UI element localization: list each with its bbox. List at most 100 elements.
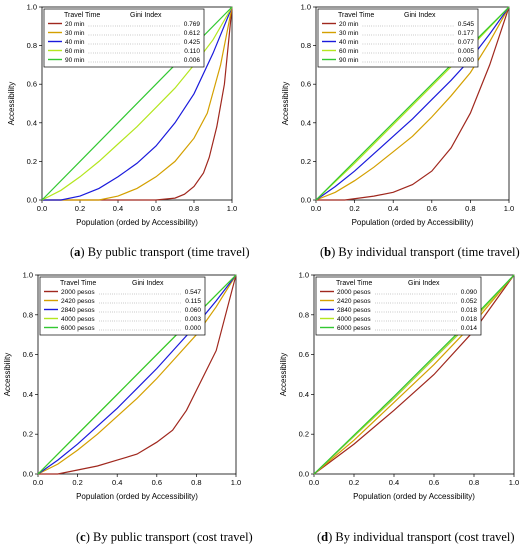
- legend-gini-value: 0.612: [184, 30, 201, 37]
- legend-gini-value: 0.060: [185, 307, 202, 314]
- y-tick-label: 0.4: [27, 118, 37, 127]
- y-tick-label: 1.0: [23, 271, 33, 280]
- series-line-1: [38, 274, 237, 475]
- legend: Travel Time Gini Index 20 min 0.545 30 min 0.…: [317, 8, 479, 68]
- y-tick-label: 0.2: [27, 157, 37, 166]
- y-tick-label: 0.4: [299, 390, 309, 399]
- caption-c: (c) By public transport (cost travel): [76, 530, 253, 544]
- legend-gini-value: 0.052: [461, 298, 478, 305]
- x-tick-label: 0.2: [75, 204, 85, 213]
- legend-series-name: 2420 pesos: [337, 298, 371, 305]
- x-tick-label: 0.8: [465, 204, 475, 213]
- x-tick-label: 0.4: [113, 204, 123, 213]
- legend-gini-value: 0.110: [184, 48, 200, 55]
- legend: Travel Time Gini Index 2000 pesos 0.547 2420…: [39, 276, 206, 336]
- legend-series-name: 30 min: [65, 30, 85, 37]
- legend-gini-value: 0.014: [461, 325, 478, 332]
- x-tick-label: 0.6: [429, 478, 439, 487]
- x-tick-label: 1.0: [509, 478, 519, 487]
- chart-panel-2: 0.0 0.2 0.4 0.6 0.8 1.0 0.0 0.2 0.4 0.6 0.8 1.0 Popu…: [281, 3, 514, 228]
- legend-gini-value: 0.115: [185, 298, 201, 305]
- caption-a: (a) By public transport (time travel): [70, 245, 250, 259]
- legend-series-name: 20 min: [339, 21, 359, 28]
- legend-header-col1: Travel Time: [64, 12, 100, 19]
- y-tick-label: 0.0: [23, 470, 33, 479]
- legend-gini-value: 0.005: [458, 48, 475, 55]
- chart-panel-4: 0.0 0.2 0.4 0.6 0.8 1.0 0.0 0.2 0.4 0.6 0.8 1.0 Popu…: [279, 271, 519, 502]
- x-axis-label: Population (orded by Accessibility): [353, 492, 475, 501]
- x-tick-label: 0.4: [389, 478, 399, 487]
- x-axis-label: Population (orded by Accessibility): [76, 492, 198, 501]
- series-line-1: [42, 6, 233, 201]
- legend-series-name: 40 min: [65, 39, 85, 46]
- legend-gini-value: 0.769: [184, 21, 201, 28]
- legend-series-name: 4000 pesos: [61, 316, 95, 323]
- plot-frame: [315, 6, 510, 201]
- legend-series-name: 4000 pesos: [337, 316, 371, 323]
- legend-series-name: 60 min: [65, 48, 85, 55]
- legend-gini-value: 0.090: [461, 289, 478, 296]
- legend-series-name: 6000 pesos: [61, 325, 95, 332]
- x-tick-label: 0.8: [189, 204, 199, 213]
- legend-gini-value: 0.177: [458, 30, 475, 37]
- legend-series-name: 40 min: [339, 39, 359, 46]
- legend-series-name: 2420 pesos: [61, 298, 95, 305]
- caption-d: (d) By individual transport (cost travel…: [317, 530, 515, 544]
- x-tick-label: 0.6: [427, 204, 437, 213]
- legend-header-col1: Travel Time: [60, 280, 96, 287]
- y-tick-label: 0.8: [301, 41, 311, 50]
- legend-box: [315, 276, 482, 336]
- x-tick-label: 0.0: [37, 204, 47, 213]
- y-tick-label: 0.8: [27, 41, 37, 50]
- legend-gini-value: 0.018: [461, 316, 478, 323]
- y-tick-label: 0.6: [299, 350, 309, 359]
- series-line-2: [42, 6, 233, 201]
- x-tick-label: 0.4: [112, 478, 122, 487]
- y-tick-label: 0.0: [27, 196, 37, 205]
- x-tick-label: 0.2: [72, 478, 82, 487]
- legend-series-name: 6000 pesos: [337, 325, 371, 332]
- x-tick-label: 0.8: [469, 478, 479, 487]
- legend-series-name: 90 min: [65, 57, 85, 64]
- x-tick-label: 0.0: [311, 204, 321, 213]
- x-tick-label: 0.2: [349, 204, 359, 213]
- legend-header-col2: Gini Index: [130, 12, 162, 19]
- y-tick-label: 0.8: [23, 310, 33, 319]
- y-tick-label: 0.0: [299, 470, 309, 479]
- x-tick-label: 1.0: [231, 478, 241, 487]
- x-tick-label: 0.0: [33, 478, 43, 487]
- legend-series-name: 60 min: [339, 48, 359, 55]
- legend-gini-value: 0.018: [461, 307, 478, 314]
- y-tick-label: 0.2: [23, 430, 33, 439]
- x-tick-label: 1.0: [227, 204, 237, 213]
- y-tick-label: 0.4: [301, 118, 311, 127]
- y-tick-label: 0.2: [301, 157, 311, 166]
- legend-header-col2: Gini Index: [408, 280, 440, 287]
- legend-gini-value: 0.545: [458, 21, 475, 28]
- y-tick-label: 0.6: [27, 80, 37, 89]
- legend-gini-value: 0.000: [458, 57, 475, 64]
- legend-gini-value: 0.000: [185, 325, 202, 332]
- legend: Travel Time Gini Index 2000 pesos 0.090 2420…: [315, 276, 482, 336]
- y-axis-label: Accessibility: [279, 353, 288, 397]
- y-tick-label: 0.4: [23, 390, 33, 399]
- x-tick-label: 0.6: [151, 204, 161, 213]
- x-axis-label: Population (orded by Accessibility): [76, 218, 198, 227]
- plot-frame: [37, 274, 237, 475]
- legend-series-name: 20 min: [65, 21, 85, 28]
- legend-series-name: 2840 pesos: [337, 307, 371, 314]
- series-line-1: [316, 6, 510, 201]
- legend-series-name: 2000 pesos: [61, 289, 95, 296]
- legend-header-col1: Travel Time: [338, 12, 374, 19]
- x-tick-label: 0.6: [152, 478, 162, 487]
- legend-gini-value: 0.003: [185, 316, 202, 323]
- legend-series-name: 90 min: [339, 57, 359, 64]
- y-tick-label: 0.6: [23, 350, 33, 359]
- legend-gini-value: 0.006: [184, 57, 201, 64]
- y-tick-label: 0.2: [299, 430, 309, 439]
- legend-series-name: 30 min: [339, 30, 359, 37]
- legend-box: [39, 276, 206, 336]
- chart-panel-1: 0.0 0.2 0.4 0.6 0.8 1.0 0.0 0.2 0.4 0.6 0.8 1.0 Popu…: [7, 3, 237, 228]
- y-tick-label: 1.0: [299, 271, 309, 280]
